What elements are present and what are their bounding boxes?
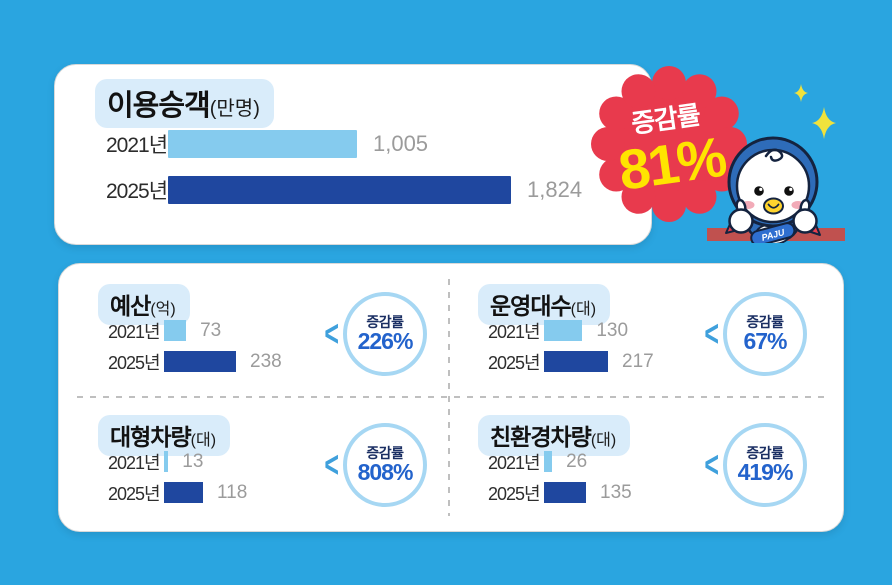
budget-title: 예산(억) bbox=[98, 284, 190, 325]
fleet-title: 운영대수(대) bbox=[478, 284, 611, 325]
chevron-left-icon: < bbox=[704, 312, 719, 355]
year-label-2025: 2025년 bbox=[106, 180, 168, 203]
value-label-2021: 1,005 bbox=[372, 131, 429, 156]
sparkle-icons bbox=[794, 84, 836, 139]
large-vehicle-title-text: 대형차량 bbox=[110, 424, 192, 450]
bar-2025 bbox=[164, 351, 236, 372]
bar-2025 bbox=[544, 351, 608, 372]
change-label: 증감률 bbox=[746, 444, 784, 461]
change-rate-badge: 증감률 419% bbox=[723, 423, 807, 507]
fleet-title-text: 운영대수 bbox=[490, 293, 572, 319]
bar-2021 bbox=[168, 130, 357, 158]
value-label: 26 bbox=[566, 450, 588, 472]
value-label: 130 bbox=[596, 319, 629, 341]
eco-vehicle-title: 친환경차량(대) bbox=[478, 415, 631, 456]
stats-card: 예산(억) 2021년 73 2025년 238 < 증감률 226% bbox=[58, 263, 844, 532]
large-vehicle-change: < 증감률 808% bbox=[324, 423, 427, 507]
change-rate-badge: 증감률 808% bbox=[343, 423, 427, 507]
eco-vehicle-row-2025: 2025년 135 bbox=[488, 481, 632, 504]
change-value: 67% bbox=[743, 328, 787, 355]
year-label-2021: 2021년 bbox=[106, 134, 168, 157]
change-label: 증감률 bbox=[366, 313, 404, 330]
bar-2025 bbox=[168, 176, 511, 204]
bar-2021 bbox=[544, 320, 583, 341]
value-label: 135 bbox=[600, 481, 632, 503]
year-label: 2021년 bbox=[108, 321, 161, 342]
eco-vehicle-change: < 증감률 419% bbox=[704, 423, 807, 507]
change-label: 증감률 bbox=[746, 313, 784, 330]
bar-2021 bbox=[544, 451, 553, 472]
year-label: 2021년 bbox=[488, 321, 541, 342]
passengers-row-2021: 2021년 1,005 bbox=[106, 130, 428, 158]
large-vehicle-title: 대형차량(대) bbox=[98, 415, 231, 456]
change-label: 증감률 bbox=[366, 444, 404, 461]
budget-title-unit: (억) bbox=[150, 301, 176, 318]
value-label: 217 bbox=[622, 350, 654, 372]
change-rate-badge: 증감률 67% bbox=[723, 292, 807, 376]
fleet-row-2021: 2021년 130 bbox=[488, 319, 629, 342]
fleet-title-unit: (대) bbox=[570, 301, 597, 318]
budget-section: 예산(억) 2021년 73 2025년 238 < 증감률 226% bbox=[89, 280, 449, 398]
year-label: 2025년 bbox=[108, 352, 161, 373]
value-label: 238 bbox=[250, 350, 282, 372]
budget-change: < 증감률 226% bbox=[324, 292, 427, 376]
fleet-row-2025: 2025년 217 bbox=[488, 350, 654, 373]
budget-title-text: 예산 bbox=[110, 293, 151, 319]
large-vehicle-row-2021: 2021년 13 bbox=[108, 450, 204, 473]
seal-scallop-shape bbox=[591, 66, 747, 222]
mascot-scarf: PAJU bbox=[750, 222, 796, 243]
horizontal-divider bbox=[77, 396, 825, 398]
large-vehicle-section: 대형차량(대) 2021년 13 2025년 118 < 증감률 808% bbox=[89, 411, 449, 529]
value-label: 73 bbox=[200, 319, 222, 341]
bar-2025 bbox=[164, 482, 203, 503]
large-vehicle-title-unit: (대) bbox=[190, 432, 217, 449]
year-label: 2025년 bbox=[488, 483, 541, 504]
year-label: 2025년 bbox=[488, 352, 541, 373]
change-rate-badge: 증감률 226% bbox=[343, 292, 427, 376]
change-value: 419% bbox=[737, 459, 794, 486]
change-rate-seal: 증감률 81% bbox=[591, 66, 747, 222]
eco-vehicle-title-text: 친환경차량 bbox=[490, 424, 592, 450]
fleet-section: 운영대수(대) 2021년 130 2025년 217 < 증감률 67% bbox=[469, 280, 829, 398]
chevron-left-icon: < bbox=[704, 443, 719, 486]
budget-row-2025: 2025년 238 bbox=[108, 350, 282, 373]
passengers-title-unit: (만명) bbox=[209, 98, 260, 120]
value-label-2025: 1,824 bbox=[527, 177, 583, 202]
bar-2025 bbox=[544, 482, 586, 503]
value-label: 13 bbox=[182, 450, 204, 472]
year-label: 2025년 bbox=[108, 483, 161, 504]
year-label: 2021년 bbox=[108, 452, 161, 473]
eco-vehicle-row-2021: 2021년 26 bbox=[488, 450, 588, 473]
paju-mascot-illustration: PAJU bbox=[725, 136, 821, 243]
chevron-left-icon: < bbox=[324, 443, 339, 486]
fleet-change: < 증감률 67% bbox=[704, 292, 807, 376]
budget-row-2021: 2021년 73 bbox=[108, 319, 222, 342]
bar-2021 bbox=[164, 451, 169, 472]
value-label: 118 bbox=[217, 481, 248, 503]
passengers-title-text: 이용승객 bbox=[107, 90, 211, 122]
bar-2021 bbox=[164, 320, 187, 341]
passengers-row-2025: 2025년 1,824 bbox=[106, 176, 582, 204]
large-vehicle-row-2025: 2025년 118 bbox=[108, 481, 248, 504]
change-value: 226% bbox=[357, 328, 414, 355]
change-value: 808% bbox=[357, 459, 414, 486]
year-label: 2021년 bbox=[488, 452, 541, 473]
eco-vehicle-section: 친환경차량(대) 2021년 26 2025년 135 < 증감률 419% bbox=[469, 411, 829, 529]
passengers-card: 이용승객(만명) 2021년 1,005 2025년 1,824 bbox=[54, 64, 652, 245]
passengers-title: 이용승객(만명) bbox=[95, 79, 274, 128]
chevron-left-icon: < bbox=[324, 312, 339, 355]
eco-vehicle-title-unit: (대) bbox=[590, 432, 617, 449]
